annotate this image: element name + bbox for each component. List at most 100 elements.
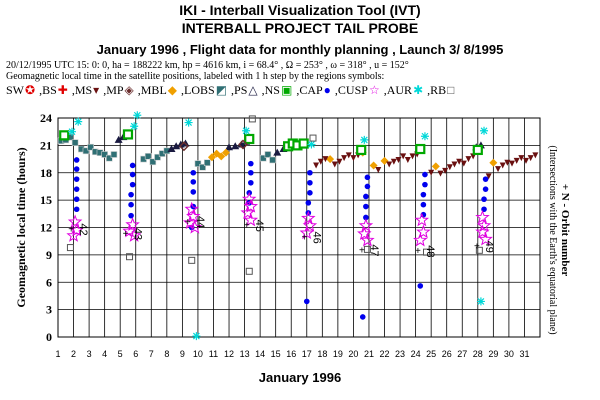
point-aur xyxy=(360,135,369,144)
point-ms xyxy=(313,162,320,169)
point-ms xyxy=(460,160,467,167)
point-mbl xyxy=(431,162,440,171)
orbit-number-label: 46 xyxy=(310,232,322,244)
x-tick-label: 12 xyxy=(224,349,234,359)
point-lobs xyxy=(194,160,202,167)
point-cap xyxy=(363,203,369,210)
point-cusp xyxy=(186,209,201,223)
point-lobs xyxy=(101,151,108,158)
legend-label: ,MBL xyxy=(137,83,167,97)
point-mbl xyxy=(207,153,216,162)
point-cusp xyxy=(243,212,259,227)
point-aur xyxy=(192,332,201,341)
point-cap xyxy=(482,176,489,182)
point-lobs xyxy=(144,153,152,160)
lobs-symbol-icon: ◩ xyxy=(215,83,228,97)
x-tick-label: 21 xyxy=(364,349,374,359)
point-ms xyxy=(341,155,348,162)
x-tick-label: 16 xyxy=(286,349,296,359)
app-title: IKI - Interball Visualization Tool (IVT) xyxy=(179,2,421,18)
point-cusp xyxy=(416,224,431,239)
point-cap xyxy=(417,283,424,289)
point-ms xyxy=(509,160,516,167)
point-ms xyxy=(504,159,511,166)
point-cusp xyxy=(67,214,83,229)
aur-symbol-icon: ✱ xyxy=(413,83,424,97)
x-tick-label: 15 xyxy=(271,349,281,359)
point-ms xyxy=(428,169,435,176)
point-ms xyxy=(451,161,458,168)
point-lobs xyxy=(71,139,79,146)
regions-description: Geomagnetic local time in the satellite … xyxy=(6,71,385,82)
point-aur xyxy=(476,297,485,306)
point-cap xyxy=(359,314,366,320)
point-cap xyxy=(420,201,427,208)
mp-symbol-icon: ◈ xyxy=(124,83,134,97)
cusp-symbol-icon: ☆ xyxy=(368,83,380,97)
legend-label: ,RB xyxy=(427,83,447,97)
legend-aur: ,AUR✱ xyxy=(384,83,424,97)
point-rb xyxy=(248,115,256,123)
orbit-plus-sign: + xyxy=(123,229,129,240)
ps-symbol-icon: △ xyxy=(248,83,258,97)
orbit-plus-sign: + xyxy=(244,221,250,232)
x-tick-label: 13 xyxy=(240,349,250,359)
sw-symbol-icon: ✪ xyxy=(25,83,36,97)
orbit-number-label: 47 xyxy=(368,244,380,256)
point-lobs xyxy=(110,151,118,158)
point-cap xyxy=(73,166,80,172)
point-cusp xyxy=(357,226,372,241)
point-cap xyxy=(307,179,313,186)
point-aur xyxy=(133,111,142,120)
legend-sw: SW✪ xyxy=(6,83,36,97)
x-tick-label: 5 xyxy=(118,349,123,359)
point-lobs xyxy=(154,153,161,161)
point-aur xyxy=(67,127,76,136)
point-ms xyxy=(499,162,506,169)
point-ms xyxy=(322,156,329,163)
point-cap xyxy=(73,186,80,192)
point-lobs xyxy=(259,154,267,162)
y-tick-label: 6 xyxy=(46,275,52,289)
x-tick-label: 10 xyxy=(193,349,203,359)
point-ms xyxy=(395,156,402,163)
x-tick-label: 6 xyxy=(133,349,138,359)
point-cusp xyxy=(240,205,255,220)
point-ns xyxy=(356,144,367,156)
point-cap xyxy=(307,190,313,196)
point-ms xyxy=(513,157,520,164)
point-cusp xyxy=(476,218,492,232)
point-cap xyxy=(307,169,313,176)
point-rb xyxy=(126,253,134,261)
point-cusp xyxy=(360,232,375,247)
point-ps xyxy=(273,148,282,156)
legend-bs: ,BS✚ xyxy=(39,83,69,97)
point-aur xyxy=(480,126,489,135)
point-cusp xyxy=(69,222,84,237)
x-tick-label: 30 xyxy=(504,349,514,359)
point-lobs xyxy=(87,143,94,151)
point-mp xyxy=(238,139,249,150)
x-tick-label: 29 xyxy=(488,349,498,359)
point-cusp xyxy=(475,224,490,239)
legend-label: SW xyxy=(6,83,24,97)
x-tick-label: 7 xyxy=(149,349,154,359)
legend-lobs: ,LOBS◩ xyxy=(181,83,228,97)
point-cap xyxy=(190,179,197,185)
orbit-number-label: 49 xyxy=(483,241,495,253)
point-cusp xyxy=(478,231,493,246)
y-tick-label: 0 xyxy=(46,330,52,344)
point-rb xyxy=(422,248,430,256)
point-rb xyxy=(188,256,196,264)
point-ms xyxy=(409,153,416,160)
point-cusp xyxy=(187,219,203,234)
orbit-plus-sign: + xyxy=(301,233,307,244)
x-tick-label: 31 xyxy=(519,349,529,359)
x-tick-label: 8 xyxy=(164,349,169,359)
legend-mp: ,MP◈ xyxy=(103,83,135,97)
point-aur xyxy=(242,126,251,135)
point-cap xyxy=(364,183,371,190)
x-tick-label: 24 xyxy=(411,349,421,359)
point-cusp xyxy=(299,225,315,240)
point-aur xyxy=(307,140,316,149)
